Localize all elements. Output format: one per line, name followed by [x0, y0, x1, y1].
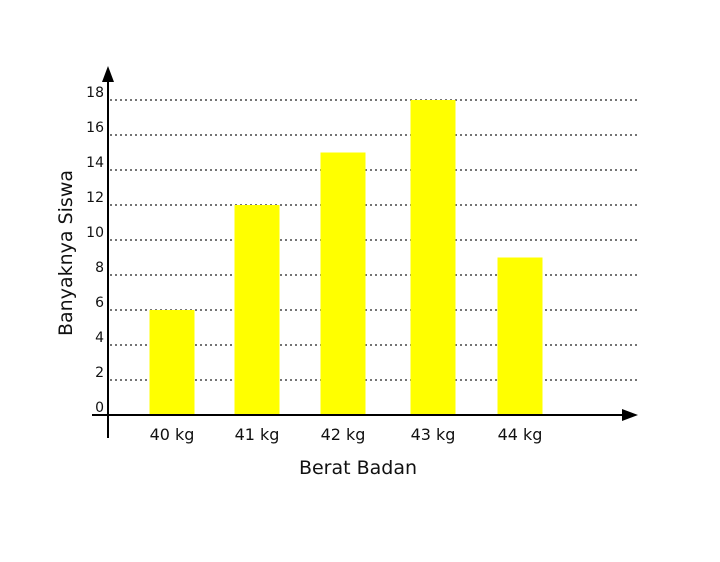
x-tick-label: 44 kg [498, 425, 543, 444]
y-axis-title: Banyaknya Siswa [55, 170, 77, 336]
y-tick-label: 2 [95, 365, 104, 381]
x-tick-label: 43 kg [411, 425, 456, 444]
bars [149, 100, 543, 415]
x-tick-label: 42 kg [321, 425, 366, 444]
x-axis-arrow [622, 409, 638, 421]
y-tick-label: 8 [95, 260, 104, 276]
y-tick-label: 10 [86, 225, 104, 241]
y-axis-arrow [102, 66, 114, 82]
y-tick-label: 12 [86, 190, 104, 206]
x-tick-label: 41 kg [235, 425, 280, 444]
bar [149, 310, 195, 415]
y-tick-label: 16 [86, 120, 104, 136]
gridlines [110, 99, 640, 381]
y-tick-label: 0 [95, 400, 104, 416]
y-tick-labels: 0 2 4 6 8 10 12 14 16 18 [86, 85, 104, 416]
y-tick-label: 18 [86, 85, 104, 101]
bar [497, 257, 543, 415]
y-tick-label: 6 [95, 295, 104, 311]
bar [410, 100, 456, 415]
x-axis-title: Berat Badan [299, 457, 417, 479]
y-tick-label: 4 [95, 330, 104, 346]
y-tick-label: 14 [86, 155, 104, 171]
x-tick-labels: 40 kg 41 kg 42 kg 43 kg 44 kg [150, 425, 543, 444]
x-tick-label: 40 kg [150, 425, 195, 444]
bar [320, 152, 366, 415]
bar [234, 205, 280, 415]
